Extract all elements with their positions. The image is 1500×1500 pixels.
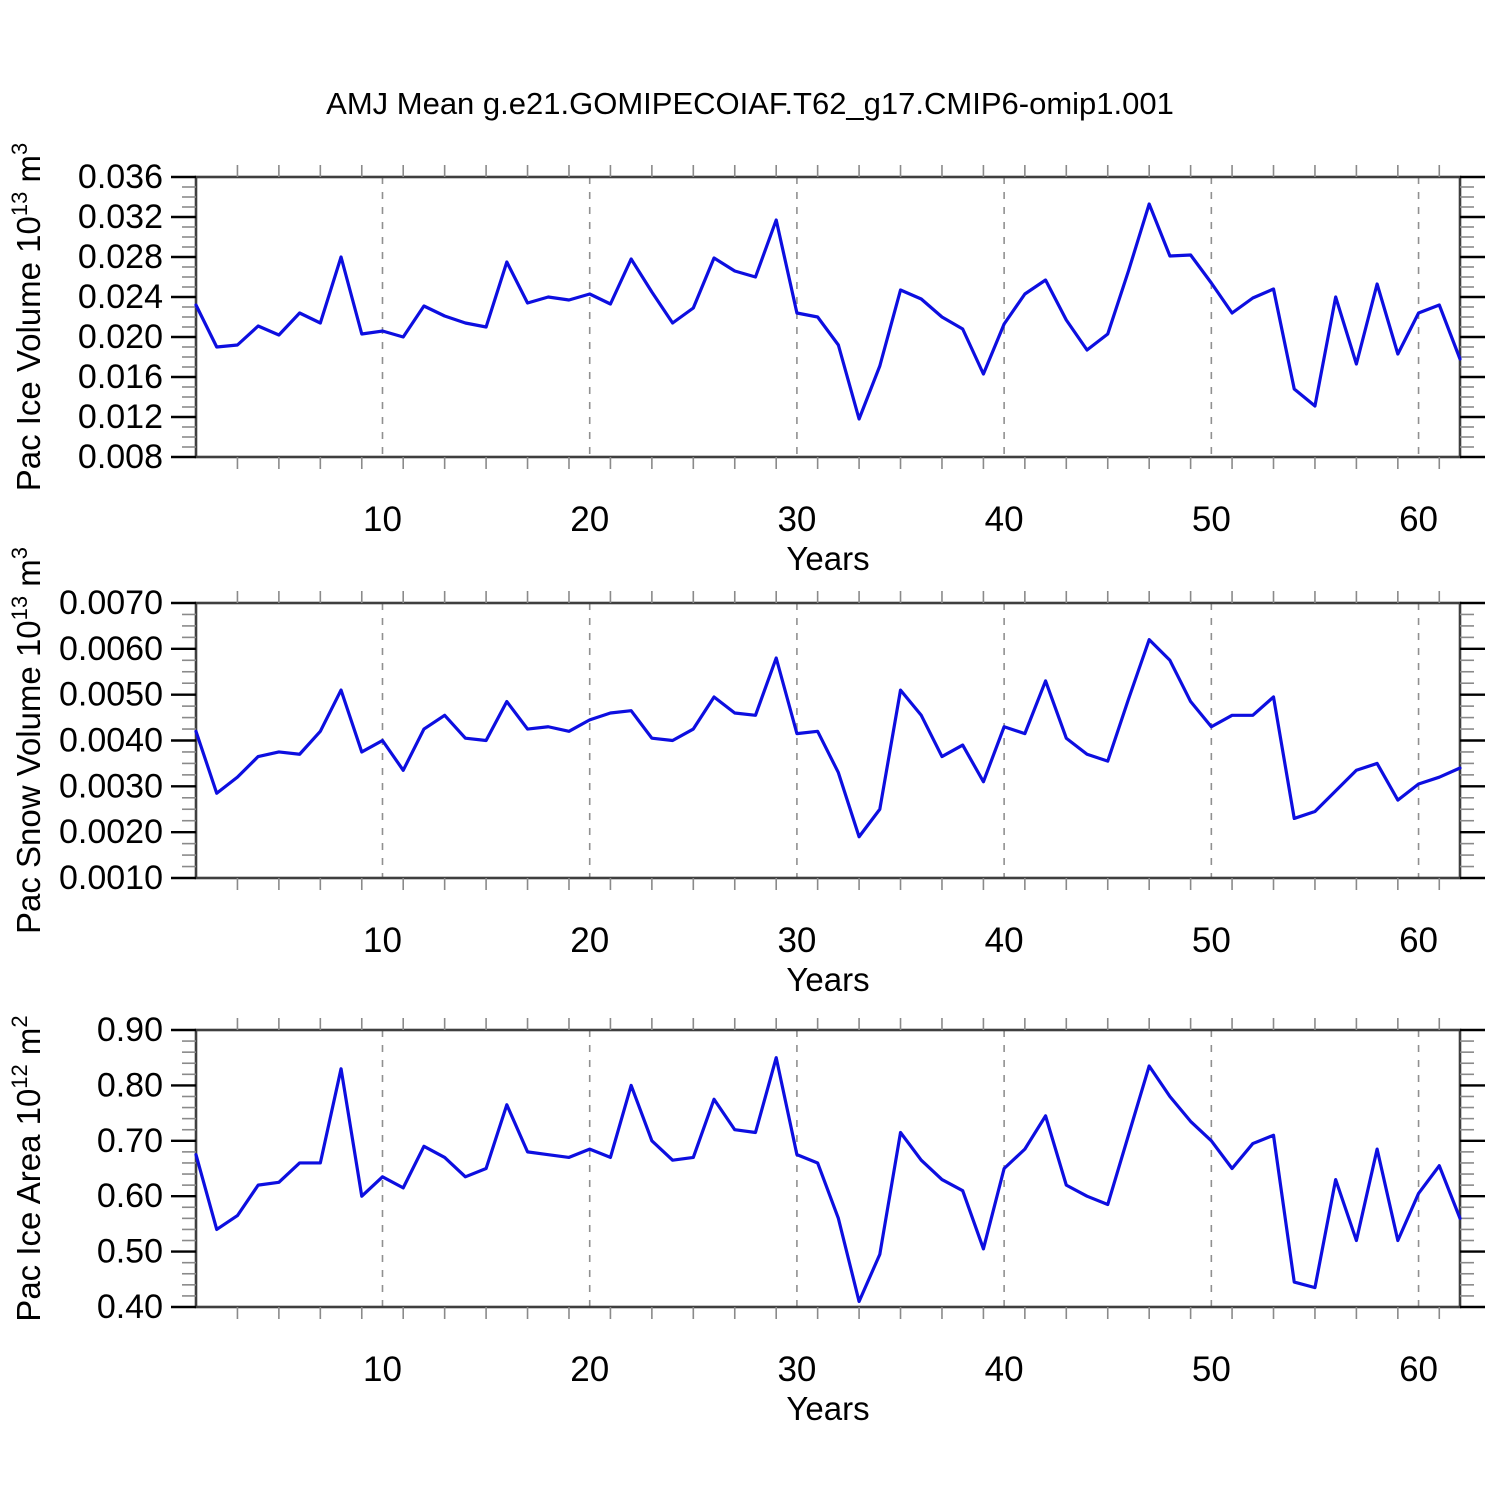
- y-tick-label: 0.008: [78, 438, 163, 476]
- y-axis-title: Pac Ice Area 1012 m2: [7, 1015, 47, 1321]
- y-tick-label: 0.0040: [59, 722, 163, 760]
- y-tick-label: 0.60: [97, 1177, 163, 1215]
- y-tick-label: 0.036: [78, 158, 163, 196]
- x-tick-label: 20: [570, 500, 609, 539]
- y-axis-title-sup: 13: [7, 192, 32, 216]
- y-axis-title-part: Pac Ice Volume 10: [10, 216, 47, 491]
- y-axis-title: Pac Snow Volume 1013 m3: [7, 547, 47, 934]
- x-tick-label: 30: [777, 500, 816, 539]
- y-tick-label: 0.024: [78, 278, 163, 316]
- panel-pac-snow-volume: 10 20 30 40 50 60 Years 0.0010 0.0020 0.0030 0.004…: [7, 547, 1485, 998]
- panel-pac-ice-volume: 10 20 30 40 50 60Years0.0080.0120.0160.0200.0…: [7, 143, 1485, 577]
- y-tick-label: 0.0060: [59, 630, 163, 668]
- x-tick-label: 30: [777, 921, 816, 960]
- x-axis-title: Years: [786, 540, 869, 577]
- y-tick-label: 0.0070: [59, 584, 163, 622]
- x-tick-label: 50: [1192, 921, 1231, 960]
- y-axis-title-sup: 3: [7, 143, 32, 155]
- y-tick-label: 0.80: [97, 1066, 163, 1104]
- y-tick-label: 0.0020: [59, 813, 163, 851]
- y-tick-label: 0.90: [97, 1011, 163, 1049]
- x-tick-label: 10: [363, 500, 402, 539]
- y-axis-title-part: Pac Snow Volume 10: [10, 620, 47, 934]
- y-tick-label: 0.0050: [59, 676, 163, 714]
- series-line-pac-ice-area: [194, 1056, 1462, 1304]
- x-tick-label: 10: [363, 1350, 402, 1389]
- x-tick-label: 10: [363, 921, 402, 960]
- y-axis-title-part: m: [10, 559, 47, 596]
- x-axis-title: Years: [786, 1390, 869, 1427]
- panel-frame: [194, 1028, 1462, 1309]
- y-tick-label: 0.0010: [59, 859, 163, 897]
- x-tick-label: 40: [985, 921, 1024, 960]
- y-tick-label: 0.020: [78, 318, 163, 356]
- y-tick-label: 0.012: [78, 398, 163, 436]
- y-axis-title-part: Pac Ice Area 10: [10, 1089, 47, 1322]
- y-tick-label: 0.70: [97, 1122, 163, 1160]
- x-tick-label: 40: [985, 1350, 1024, 1389]
- y-axis-title-part: m: [10, 1028, 47, 1065]
- series-line-pac-snow-volume: [194, 638, 1462, 839]
- y-axis-title-part: m: [10, 155, 47, 192]
- x-tick-label: 50: [1192, 500, 1231, 539]
- x-tick-label: 20: [570, 1350, 609, 1389]
- x-tick-label: 40: [985, 500, 1024, 539]
- y-tick-label: 0.032: [78, 198, 163, 236]
- x-tick-label: 60: [1399, 1350, 1438, 1389]
- x-tick-label: 20: [570, 921, 609, 960]
- x-tick-label: 50: [1192, 1350, 1231, 1389]
- y-tick-label: 0.016: [78, 358, 163, 396]
- y-axis-title: Pac Ice Volume 1013 m3: [7, 143, 47, 492]
- panel-frame: [194, 601, 1462, 880]
- x-axis-title: Years: [786, 961, 869, 998]
- y-axis-title-sup: 3: [7, 547, 32, 559]
- panel-frame: [194, 175, 1462, 459]
- series-line-pac-ice-volume: [194, 202, 1462, 421]
- y-axis-title-sup: 13: [7, 596, 32, 620]
- y-tick-label: 0.50: [97, 1233, 163, 1271]
- y-axis-title-sup: 2: [7, 1015, 32, 1027]
- y-tick-label: 0.0030: [59, 767, 163, 805]
- y-axis-title-sup: 12: [7, 1064, 32, 1088]
- panel-pac-ice-area: 10 20 30 40 50 60 Years 0.40 0.50 0.60 0.70 0.80 0.9…: [7, 1011, 1485, 1427]
- y-tick-label: 0.40: [97, 1288, 163, 1326]
- x-tick-label: 60: [1399, 500, 1438, 539]
- y-tick-label: 0.028: [78, 238, 163, 276]
- x-tick-label: 60: [1399, 921, 1438, 960]
- x-tick-label: 30: [777, 1350, 816, 1389]
- chart-title: AMJ Mean g.e21.GOMIPECOIAF.T62_g17.CMIP6…: [326, 86, 1174, 121]
